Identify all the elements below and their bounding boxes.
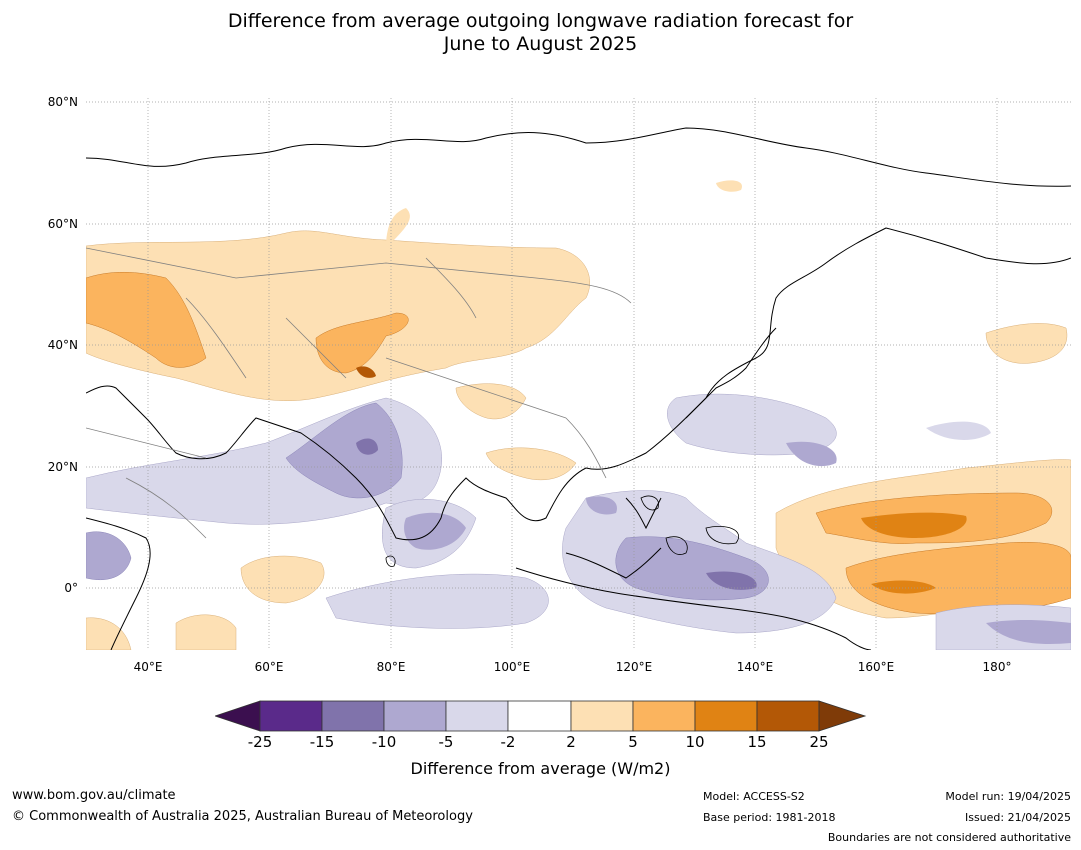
copyright-text: © Commonwealth of Australia 2025, Austra… [12,809,473,824]
colorbar-svg [213,700,867,732]
lat-label-80n: 80°N [47,95,78,109]
lat-label-40n: 40°N [47,338,78,352]
colorbar-segment [259,700,323,732]
colorbar-segment [507,700,572,732]
model-run-date: Model run: 19/04/2025 [945,790,1071,803]
lon-label-80e: 80°E [376,660,406,674]
title-line-2: June to August 2025 [443,33,638,55]
colorbar-tick: 25 [809,733,829,751]
colorbar-tick: -2 [500,733,516,751]
issued-date: Issued: 21/04/2025 [964,811,1071,824]
lon-label-60e: 60°E [254,660,284,674]
colorbar-tick: 15 [747,733,767,751]
colorbar-segment [570,700,634,732]
colorbar [213,700,867,732]
colorbar-tick: -10 [371,733,397,751]
country-boundaries [86,247,632,539]
colorbar-tick: -5 [438,733,454,751]
website-link[interactable]: www.bom.gov.au/climate [12,788,176,803]
colorbar-segment [756,700,820,732]
colorbar-segment [694,700,758,732]
colorbar-segment [321,700,385,732]
lat-label-20n: 20°N [47,460,78,474]
lon-label-140e: 140°E [736,660,774,674]
title-line-1: Difference from average outgoing longwav… [227,10,854,32]
lon-label-180: 180° [982,660,1012,674]
model-name: Model: ACCESS-S2 [703,790,805,803]
base-period: Base period: 1981-2018 [703,811,836,824]
colorbar-tick: 2 [566,733,576,751]
coastlines [86,127,1071,650]
lon-label-120e: 120°E [615,660,653,674]
lat-label-0: 0° [64,581,78,595]
negative-anomaly-regions [86,393,1071,650]
colorbar-title: Difference from average (W/m2) [410,759,671,778]
boundaries-disclaimer: Boundaries are not considered authoritat… [827,831,1071,844]
gridlines [86,98,1071,650]
colorbar-segment [383,700,447,732]
colorbar-tick: -25 [247,733,273,751]
colorbar-low-extension [213,700,261,732]
colorbar-high-extension [818,700,867,732]
colorbar-tick: 5 [628,733,638,751]
lon-label-160e: 160°E [857,660,895,674]
colorbar-tick: 10 [685,733,705,751]
small-islands [385,495,739,567]
map-panel [86,98,1071,650]
colorbar-tick: -15 [309,733,335,751]
lon-label-40e: 40°E [133,660,163,674]
lon-label-100e: 100°E [493,660,531,674]
map-title: Difference from average outgoing longwav… [0,10,1081,56]
colorbar-segment [632,700,696,732]
lat-label-60n: 60°N [47,217,78,231]
colorbar-segment [445,700,509,732]
map-svg [86,98,1071,650]
